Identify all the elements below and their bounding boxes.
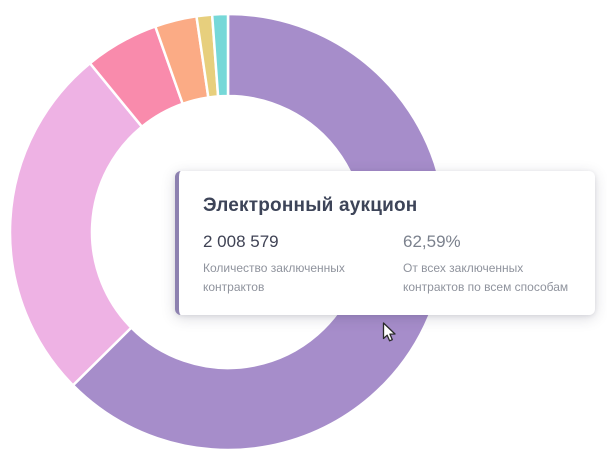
metric-percent: 62,59% От всех заключенных контрактов по… [403,232,575,296]
tooltip-metrics: 2 008 579 Количество заключенных контрак… [203,232,575,296]
tooltip-card: Электронный аукцион 2 008 579 Количество… [175,171,595,315]
donut-segment-5[interactable] [210,12,230,98]
percent-value: 62,59% [403,232,461,251]
donut-segment-1[interactable] [8,61,144,388]
contracts-count-value: 2 008 579 [203,232,279,251]
tooltip-title: Электронный аукцион [203,195,418,216]
contracts-count-label: Количество заключенных контрактов [203,261,345,294]
mouse-cursor [382,322,396,342]
percent-label: От всех заключенных контрактов по всем с… [403,261,569,294]
metric-contracts: 2 008 579 Количество заключенных контрак… [203,232,403,296]
